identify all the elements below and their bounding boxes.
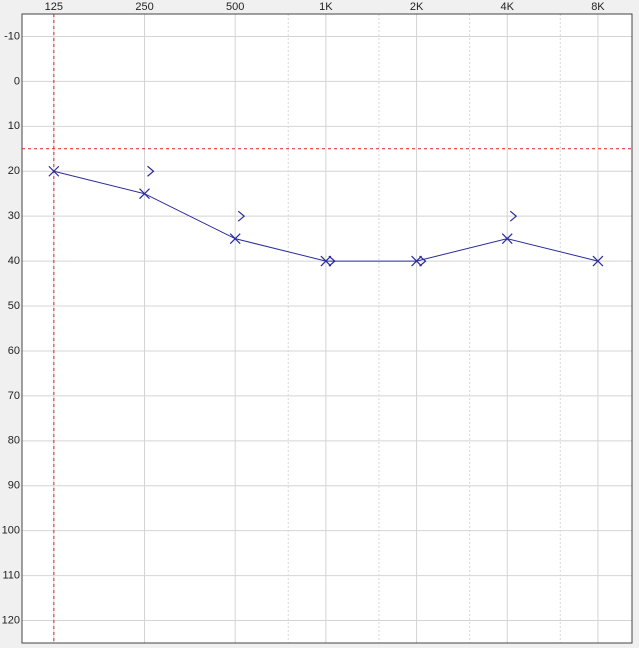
air-marker — [592, 255, 604, 267]
plot-frame — [21, 13, 633, 644]
bone-marker — [147, 165, 155, 177]
plot-area — [22, 14, 632, 643]
y-tick-label: 120 — [2, 614, 20, 626]
y-tick-label: 40 — [8, 255, 20, 267]
air-marker — [320, 255, 332, 267]
x-tick-label: 4K — [501, 1, 515, 13]
air-marker — [229, 233, 241, 245]
bone-marker — [237, 210, 246, 222]
bone-marker — [419, 255, 427, 267]
air-marker — [501, 233, 513, 245]
x-tick-label: 125 — [45, 1, 63, 13]
air-marker — [139, 188, 150, 200]
y-tick-label: 30 — [8, 210, 20, 222]
y-tick-label: 50 — [8, 300, 20, 312]
y-tick-label: 100 — [2, 525, 20, 537]
y-tick-label: 60 — [8, 345, 20, 357]
x-tick-label: 8K — [591, 1, 605, 13]
air-marker — [411, 255, 422, 267]
y-tick-label: 10 — [8, 120, 20, 132]
y-tick-label: 70 — [8, 390, 20, 402]
x-tick-label: 250 — [135, 1, 153, 13]
bone-marker — [509, 210, 518, 222]
y-tick-label: -10 — [4, 30, 20, 42]
x-tick-label: 500 — [226, 1, 244, 13]
x-tick-label: 2K — [410, 1, 424, 13]
x-tick-label: 1K — [319, 1, 333, 13]
y-tick-label: 90 — [8, 480, 20, 492]
y-tick-label: 20 — [8, 165, 20, 177]
bone-marker — [328, 255, 336, 267]
y-tick-label: 80 — [8, 435, 20, 447]
y-tick-label: 0 — [14, 75, 20, 87]
y-tick-label: 110 — [2, 570, 20, 582]
air-marker — [48, 165, 60, 177]
